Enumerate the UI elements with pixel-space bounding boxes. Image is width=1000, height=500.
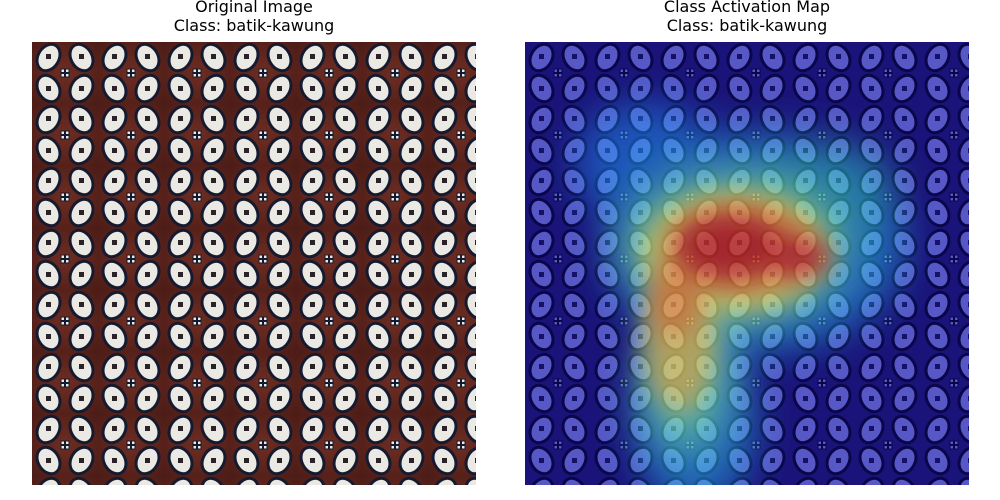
panel-class-label: Class: batik-kawung (173, 16, 335, 35)
class-activation-heatmap (525, 42, 969, 485)
panel-class-label: Class: batik-kawung (666, 16, 828, 35)
panel-title: Class Activation Map Class: batik-kawung (525, 0, 969, 35)
panel-title: Original Image Class: batik-kawung (32, 0, 476, 35)
panel-title-text: Original Image (195, 0, 313, 16)
original-image-panel: Original Image Class: batik-kawung (32, 0, 476, 500)
class-activation-map-panel: Class Activation Map Class: batik-kawung (525, 0, 969, 500)
panel-title-text: Class Activation Map (663, 0, 831, 16)
original-batik-image (32, 42, 476, 485)
